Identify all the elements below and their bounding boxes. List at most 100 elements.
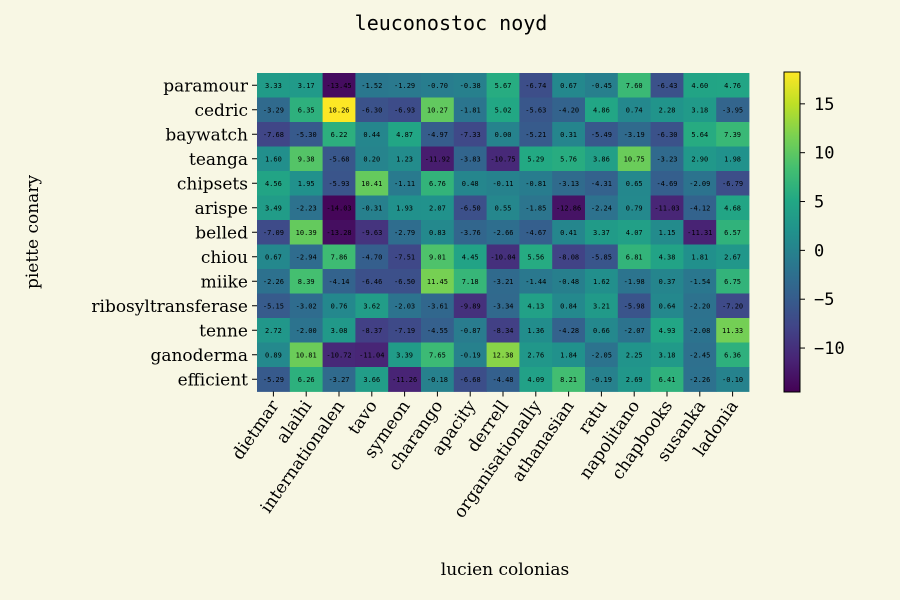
cell-value-label: -11.31 (687, 229, 712, 237)
cell-value-label: -6.68 (460, 376, 481, 384)
heatmap-cell (421, 367, 455, 392)
cell-value-label: 9.38 (298, 155, 315, 163)
cell-value-label: 0.48 (462, 180, 479, 188)
heatmap-cell (388, 244, 422, 270)
heatmap-cell (716, 146, 750, 172)
cell-value-label: 5.76 (560, 155, 577, 163)
heatmap-cell (716, 97, 750, 123)
cell-value-label: -9.63 (361, 229, 382, 237)
heatmap-cell (585, 367, 619, 392)
cell-value-label: -5.15 (263, 302, 284, 310)
cell-value-label: -10.04 (490, 253, 515, 261)
heatmap-cell (257, 293, 291, 319)
cell-value-label: 0.65 (626, 180, 643, 188)
cell-value-label: -11.04 (359, 351, 384, 359)
heatmap-cell (388, 73, 422, 98)
heatmap-cell (683, 146, 717, 172)
heatmap-cell (716, 220, 750, 245)
heatmap-cell (552, 122, 586, 147)
heatmap-cell (257, 220, 291, 245)
cell-value-label: -12.86 (556, 204, 581, 212)
heatmap-cell (683, 269, 717, 294)
cell-value-label: -3.19 (624, 131, 645, 139)
cell-value-label: -3.76 (460, 229, 481, 237)
heatmap-cell (486, 367, 520, 392)
heatmap-cell (388, 318, 422, 343)
heatmap-cell (322, 171, 356, 196)
heatmap-cell (552, 97, 586, 123)
heatmap-cell (453, 122, 487, 147)
heatmap-cell (257, 146, 291, 172)
cell-value-label: 7.60 (626, 82, 643, 90)
heatmap-cell (289, 220, 323, 245)
heatmap-cell (257, 171, 291, 196)
cell-value-label: 4.60 (691, 82, 708, 90)
cell-value-label: 6.36 (724, 351, 741, 359)
cell-value-label: -4.31 (591, 180, 612, 188)
cell-value-label: -1.29 (394, 82, 415, 90)
heatmap-cell (617, 122, 651, 147)
cell-value-label: 0.79 (626, 204, 643, 212)
cell-value-label: -8.37 (361, 327, 382, 335)
y-tick-label: baywatch (165, 125, 248, 145)
cell-value-label: 0.89 (265, 351, 282, 359)
heatmap-cell (486, 122, 520, 147)
heatmap-cell (322, 293, 356, 319)
heatmap-cell (257, 97, 291, 123)
heatmap-cell (453, 244, 487, 270)
cell-value-label: 0.37 (659, 278, 676, 286)
cell-value-label: 4.93 (659, 327, 676, 335)
heatmap-cell (453, 367, 487, 392)
cell-value-label: -11.03 (654, 204, 679, 212)
heatmap-cell (650, 318, 684, 343)
heatmap-cell (585, 122, 619, 147)
cell-value-label: 6.41 (659, 376, 676, 384)
cell-value-label: -2.79 (394, 229, 415, 237)
heatmap-cell (289, 146, 323, 172)
cell-value-label: -7.09 (263, 229, 284, 237)
cell-value-label: 11.33 (722, 327, 743, 335)
heatmap-cell (617, 318, 651, 343)
heatmap-cell (388, 146, 422, 172)
chart-title: leuconostoc noyd (355, 11, 548, 35)
heatmap-cell (453, 171, 487, 196)
cell-value-label: 3.66 (363, 376, 380, 384)
cell-value-label: 2.07 (429, 204, 446, 212)
cell-value-label: 1.60 (265, 155, 282, 163)
heatmap-cell (453, 220, 487, 245)
heatmap-cell (519, 269, 553, 294)
cell-value-label: 7.39 (724, 131, 741, 139)
heatmap-cell (453, 318, 487, 343)
heatmap-cell (289, 367, 323, 392)
cell-value-label: 1.81 (691, 253, 708, 261)
cell-value-label: -4.97 (427, 131, 448, 139)
heatmap-cell (421, 146, 455, 172)
heatmap-cell (716, 73, 750, 98)
cell-value-label: -0.10 (722, 376, 743, 384)
heatmap-cell (355, 122, 389, 147)
cell-value-label: -6.50 (460, 204, 481, 212)
heatmap-cell (257, 244, 291, 270)
cell-value-label: -4.69 (656, 180, 677, 188)
cell-value-label: 6.75 (724, 278, 741, 286)
heatmap-cell (486, 269, 520, 294)
heatmap-cell (355, 73, 389, 98)
heatmap-cell (552, 220, 586, 245)
heatmap-cell (453, 146, 487, 172)
heatmap-cell (585, 195, 619, 221)
cell-value-label: -0.31 (361, 204, 382, 212)
cell-value-label: 3.39 (396, 351, 413, 359)
heatmap-cell (585, 97, 619, 123)
heatmap-cell (289, 195, 323, 221)
colorbar-gradient (783, 71, 801, 393)
cell-value-label: 4.45 (462, 253, 479, 261)
heatmap-cell (322, 97, 356, 123)
cell-value-label: -6.46 (361, 278, 382, 286)
cell-value-label: -5.21 (525, 131, 546, 139)
heatmap-cell (388, 293, 422, 319)
y-tick-label: belled (195, 223, 248, 243)
heatmap-cell (519, 97, 553, 123)
heatmap-cell (617, 73, 651, 98)
cell-value-label: 0.20 (363, 155, 380, 163)
